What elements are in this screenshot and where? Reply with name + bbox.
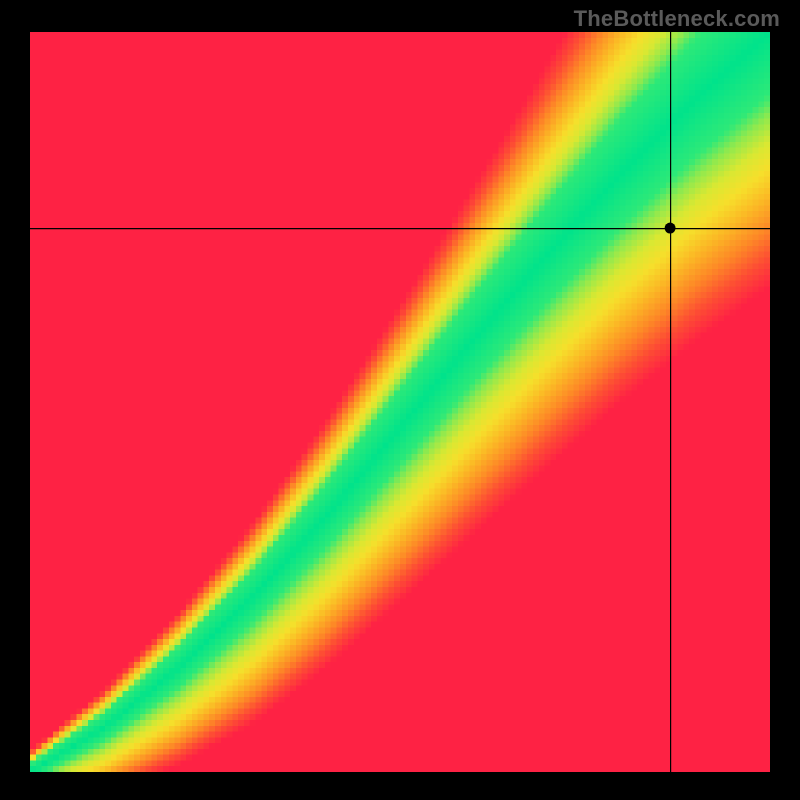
watermark-text: TheBottleneck.com: [574, 6, 780, 32]
chart-container: TheBottleneck.com: [0, 0, 800, 800]
crosshair-overlay: [30, 32, 770, 772]
